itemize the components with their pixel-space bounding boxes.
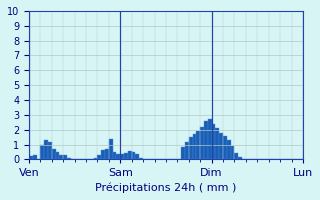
Bar bbox=[94, 158, 97, 159]
Bar bbox=[204, 121, 208, 159]
Bar bbox=[105, 149, 109, 159]
Bar bbox=[227, 140, 231, 159]
Bar bbox=[128, 151, 132, 159]
Bar bbox=[63, 155, 67, 159]
Bar bbox=[101, 150, 105, 159]
Bar bbox=[97, 155, 101, 159]
Bar bbox=[113, 152, 116, 159]
Bar bbox=[67, 158, 71, 159]
Bar bbox=[212, 124, 215, 159]
Bar bbox=[44, 140, 48, 159]
Bar bbox=[33, 155, 36, 159]
Bar bbox=[40, 145, 44, 159]
Bar bbox=[181, 147, 185, 159]
Bar bbox=[56, 152, 60, 159]
Bar bbox=[135, 154, 139, 159]
Bar bbox=[223, 136, 227, 159]
Bar bbox=[200, 127, 204, 159]
Bar bbox=[215, 128, 219, 159]
Bar bbox=[132, 152, 135, 159]
Bar bbox=[189, 137, 193, 159]
Bar bbox=[48, 142, 52, 159]
Bar bbox=[116, 154, 120, 159]
Bar bbox=[29, 156, 33, 159]
Bar bbox=[139, 158, 143, 159]
Bar bbox=[208, 119, 212, 159]
Bar bbox=[193, 134, 196, 159]
X-axis label: Précipitations 24h ( mm ): Précipitations 24h ( mm ) bbox=[95, 183, 236, 193]
Bar bbox=[238, 157, 242, 159]
Bar bbox=[235, 153, 238, 159]
Bar bbox=[219, 133, 223, 159]
Bar bbox=[52, 149, 56, 159]
Bar bbox=[60, 155, 63, 159]
Bar bbox=[185, 142, 189, 159]
Bar bbox=[124, 153, 128, 159]
Bar bbox=[196, 131, 200, 159]
Bar bbox=[231, 146, 235, 159]
Bar bbox=[120, 154, 124, 159]
Bar bbox=[109, 139, 113, 159]
